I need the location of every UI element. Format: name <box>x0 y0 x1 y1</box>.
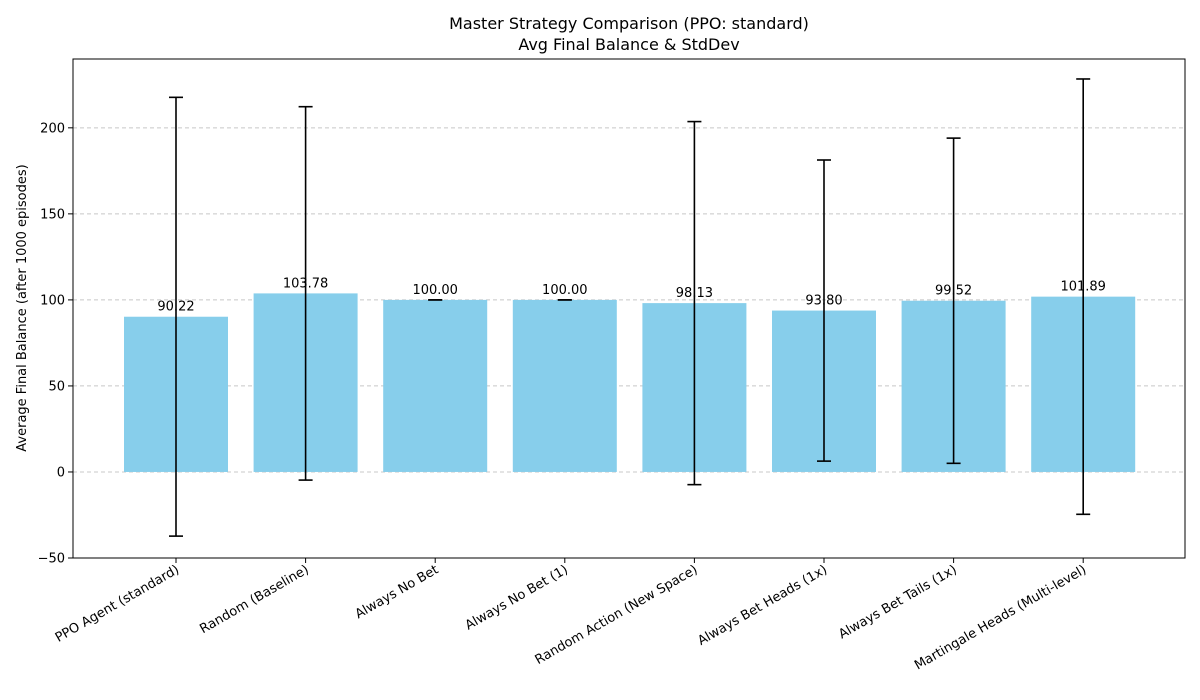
y-tick-label: 150 <box>40 207 65 222</box>
data-label: 100.00 <box>542 283 588 298</box>
error-bars <box>169 78 1091 537</box>
bar <box>512 299 617 472</box>
data-label: 98.13 <box>676 286 713 301</box>
bar <box>383 299 488 472</box>
x-tick-label: Always No Bet <box>353 562 442 622</box>
y-tick-label: 200 <box>40 121 65 136</box>
chart-title: Master Strategy Comparison (PPO: standar… <box>449 14 809 33</box>
data-label: 99.52 <box>935 284 972 299</box>
y-tick-label: 50 <box>48 379 65 394</box>
bars <box>124 293 1136 472</box>
y-tick-label: −50 <box>38 552 65 567</box>
y-tick-label: 0 <box>57 465 65 480</box>
y-tick-label: 100 <box>40 293 65 308</box>
chart-subtitle: Avg Final Balance & StdDev <box>518 35 739 54</box>
x-tick-label: PPO Agent (standard) <box>53 562 182 645</box>
x-tick-label: Always No Bet (1) <box>463 562 571 633</box>
x-axis-ticks: PPO Agent (standard) Random (Baseline) Alw… <box>53 558 1089 673</box>
y-axis-ticks: −50 0 50 100 150 200 <box>38 121 73 567</box>
x-tick-label: Always Bet Heads (1x) <box>695 562 830 648</box>
data-label: 101.89 <box>1060 280 1106 295</box>
x-tick-label: Always Bet Tails (1x) <box>836 562 959 642</box>
plot-frame <box>72 58 1186 559</box>
data-label: 100.00 <box>412 283 458 298</box>
data-label: 90.22 <box>157 300 194 315</box>
data-label: 103.78 <box>283 276 329 291</box>
x-tick-label: Random (Baseline) <box>197 562 311 637</box>
grid-lines <box>73 127 1185 473</box>
data-labels: 90.22 103.78 100.00 100.00 98.13 93.80 99.52 10… <box>157 276 1106 314</box>
data-label: 93.80 <box>805 294 842 309</box>
y-axis-label: Average Final Balance (after 1000 episod… <box>15 164 30 451</box>
